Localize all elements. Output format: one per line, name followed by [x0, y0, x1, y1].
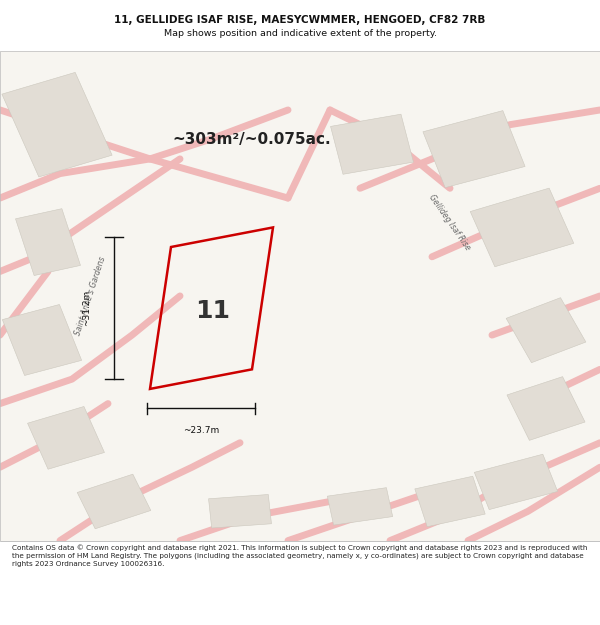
Text: Map shows position and indicative extent of the property.: Map shows position and indicative extent… [163, 29, 437, 39]
Bar [331, 114, 413, 174]
Text: 11, GELLIDEG ISAF RISE, MAESYCWMMER, HENGOED, CF82 7RB: 11, GELLIDEG ISAF RISE, MAESYCWMMER, HEN… [115, 16, 485, 26]
Bar [423, 111, 525, 188]
Text: Saint Anne’s Gardens: Saint Anne’s Gardens [73, 256, 107, 336]
Text: Contains OS data © Crown copyright and database right 2021. This information is : Contains OS data © Crown copyright and d… [12, 544, 587, 567]
Bar [28, 406, 104, 469]
Bar [507, 377, 585, 441]
Bar [16, 209, 80, 276]
Bar [209, 494, 271, 528]
Bar [470, 188, 574, 267]
Bar [2, 72, 112, 177]
Text: Gellideg Isaf Rise: Gellideg Isaf Rise [427, 193, 473, 252]
Bar [475, 454, 557, 509]
Text: ~31.2m: ~31.2m [83, 290, 91, 326]
Bar [77, 474, 151, 529]
Bar [328, 488, 392, 525]
Text: ~23.7m: ~23.7m [183, 426, 219, 435]
Bar [506, 298, 586, 362]
Bar [415, 476, 485, 527]
Bar [2, 304, 82, 376]
Text: ~303m²/~0.075ac.: ~303m²/~0.075ac. [173, 132, 331, 147]
Text: 11: 11 [196, 299, 230, 322]
